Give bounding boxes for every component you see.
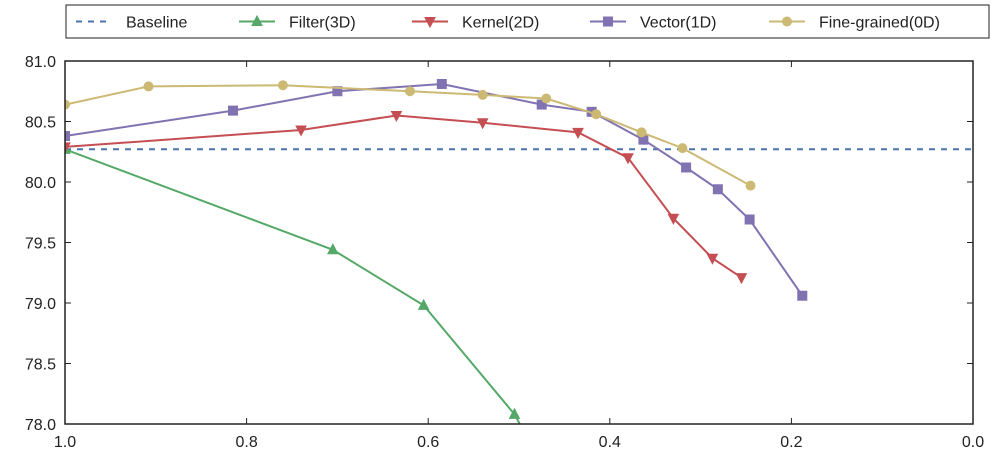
data-point-vector-1d [797, 290, 808, 301]
data-point-filter-3d [508, 407, 521, 419]
legend-entry-filter-3d: Filter(3D) [239, 15, 356, 32]
data-point-filter-3d [327, 243, 339, 255]
legend-label: Fine-grained(0D) [819, 15, 940, 32]
legend-marker [251, 14, 263, 26]
x-tick-label: 0.0 [962, 434, 984, 451]
legend-entry-baseline: Baseline [76, 15, 187, 32]
y-tick-label: 80.0 [25, 175, 56, 192]
data-point-kernel-2d [572, 127, 584, 139]
data-point-vector-1d [332, 86, 343, 97]
data-point-fine-grained-0d [277, 80, 288, 91]
y-tick-label: 80.5 [25, 115, 56, 132]
data-point-kernel-2d [735, 273, 748, 285]
legend-marker [603, 16, 613, 27]
data-point-filter-3d [417, 298, 430, 310]
series-fine-grained-0d [65, 80, 756, 191]
data-point-fine-grained-0d [143, 81, 154, 92]
data-point-kernel-2d [622, 153, 634, 165]
data-point-fine-grained-0d [477, 89, 488, 100]
data-point-kernel-2d [295, 125, 307, 137]
data-point-fine-grained-0d [636, 127, 647, 138]
y-tick-label: 78.0 [25, 417, 56, 434]
data-point-vector-1d [744, 214, 755, 225]
data-point-fine-grained-0d [405, 86, 416, 97]
legend-label: Filter(3D) [289, 15, 356, 32]
data-point-fine-grained-0d [677, 143, 688, 154]
axis-ticks: 1.0 0.8 0.6 0.4 0.2 0.0 81.0 80.5 80.0 79.5 79.0 78… [25, 54, 984, 451]
series-kernel-2d [65, 110, 748, 285]
legend-label: Baseline [126, 15, 187, 32]
y-tick-label: 81.0 [25, 54, 56, 71]
legend-entry-vector-1d: Vector(1D) [590, 15, 716, 32]
x-tick-label: 0.8 [235, 434, 257, 451]
legend-marker [782, 16, 792, 27]
data-point-vector-1d [436, 78, 447, 89]
legend-entry-kernel-2d: Kernel(2D) [412, 15, 539, 32]
y-tick-label: 79.5 [25, 236, 56, 253]
data-point-kernel-2d [390, 110, 403, 123]
data-point-kernel-2d [65, 142, 71, 154]
legend-entry-fine-grained-0d: Fine-grained(0D) [769, 15, 940, 32]
data-point-fine-grained-0d [745, 180, 756, 191]
series-line-filter-3d [65, 148, 521, 424]
legend-box [65, 4, 990, 39]
series-line-fine-grained-0d [65, 84, 751, 187]
data-point-kernel-2d [706, 253, 719, 265]
data-point-kernel-2d [476, 118, 489, 130]
x-tick-label: 1.0 [54, 434, 76, 451]
legend-label: Vector(1D) [640, 15, 716, 32]
legend-marker [424, 17, 436, 29]
y-tick-label: 78.5 [25, 357, 56, 374]
x-tick-label: 0.4 [599, 434, 621, 451]
series-filter-3d [65, 142, 521, 424]
data-point-vector-1d [65, 131, 70, 142]
legend: Baseline Filter(3D) Kernel(2D) Vector(1D) Fi… [65, 4, 990, 39]
series-layer [65, 78, 973, 424]
data-point-kernel-2d [667, 213, 680, 225]
x-tick-label: 0.6 [417, 434, 439, 451]
data-point-vector-1d [227, 105, 238, 116]
data-point-vector-1d [681, 162, 692, 173]
y-tick-label: 79.0 [25, 296, 56, 313]
data-point-fine-grained-0d [541, 93, 552, 104]
x-tick-label: 0.2 [780, 434, 802, 451]
data-point-vector-1d [712, 184, 723, 195]
legend-label: Kernel(2D) [462, 15, 539, 32]
data-point-fine-grained-0d [65, 99, 70, 110]
data-point-fine-grained-0d [591, 109, 602, 120]
